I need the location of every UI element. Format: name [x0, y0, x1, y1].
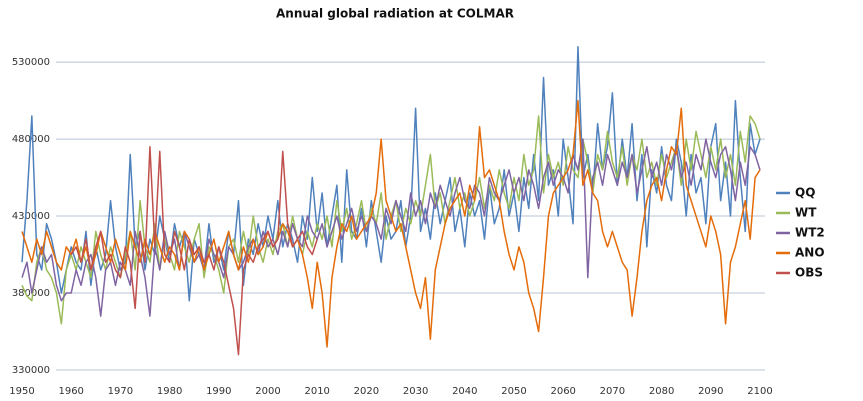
- x-tick-label: 2080: [649, 386, 674, 397]
- x-tick-label: 2030: [403, 386, 428, 397]
- series-line: [21, 45, 761, 302]
- x-tick-label: 2000: [255, 386, 280, 397]
- series-line: [21, 99, 761, 348]
- x-tick-label: 1970: [108, 386, 133, 397]
- x-tick-label: 2040: [452, 386, 477, 397]
- x-tick-label: 2070: [600, 386, 625, 397]
- x-tick-label: 2100: [747, 386, 772, 397]
- chart-title: Annual global radiation at COLMAR: [276, 7, 514, 21]
- x-tick-label: 2010: [304, 386, 329, 397]
- series-line: [70, 146, 318, 356]
- y-tick-label: 530000: [12, 57, 50, 68]
- x-tick-label: 2020: [354, 386, 379, 397]
- series-line: [21, 138, 761, 317]
- x-tick-label: 1960: [58, 386, 83, 397]
- x-tick-label: 2050: [501, 386, 526, 397]
- y-tick-label: 430000: [12, 211, 50, 222]
- legend-label: WT: [795, 206, 817, 220]
- y-tick-label: 330000: [12, 365, 50, 376]
- legend-label: OBS: [795, 266, 823, 280]
- legend-label: QQ: [795, 186, 815, 200]
- x-tick-label: 1980: [157, 386, 182, 397]
- x-tick-label: 1950: [9, 386, 34, 397]
- x-tick-label: 1990: [206, 386, 231, 397]
- y-tick-label: 380000: [12, 288, 50, 299]
- legend-label: ANO: [795, 246, 825, 260]
- x-tick-label: 2090: [698, 386, 723, 397]
- x-tick-label: 2060: [550, 386, 575, 397]
- legend-label: WT2: [795, 226, 825, 240]
